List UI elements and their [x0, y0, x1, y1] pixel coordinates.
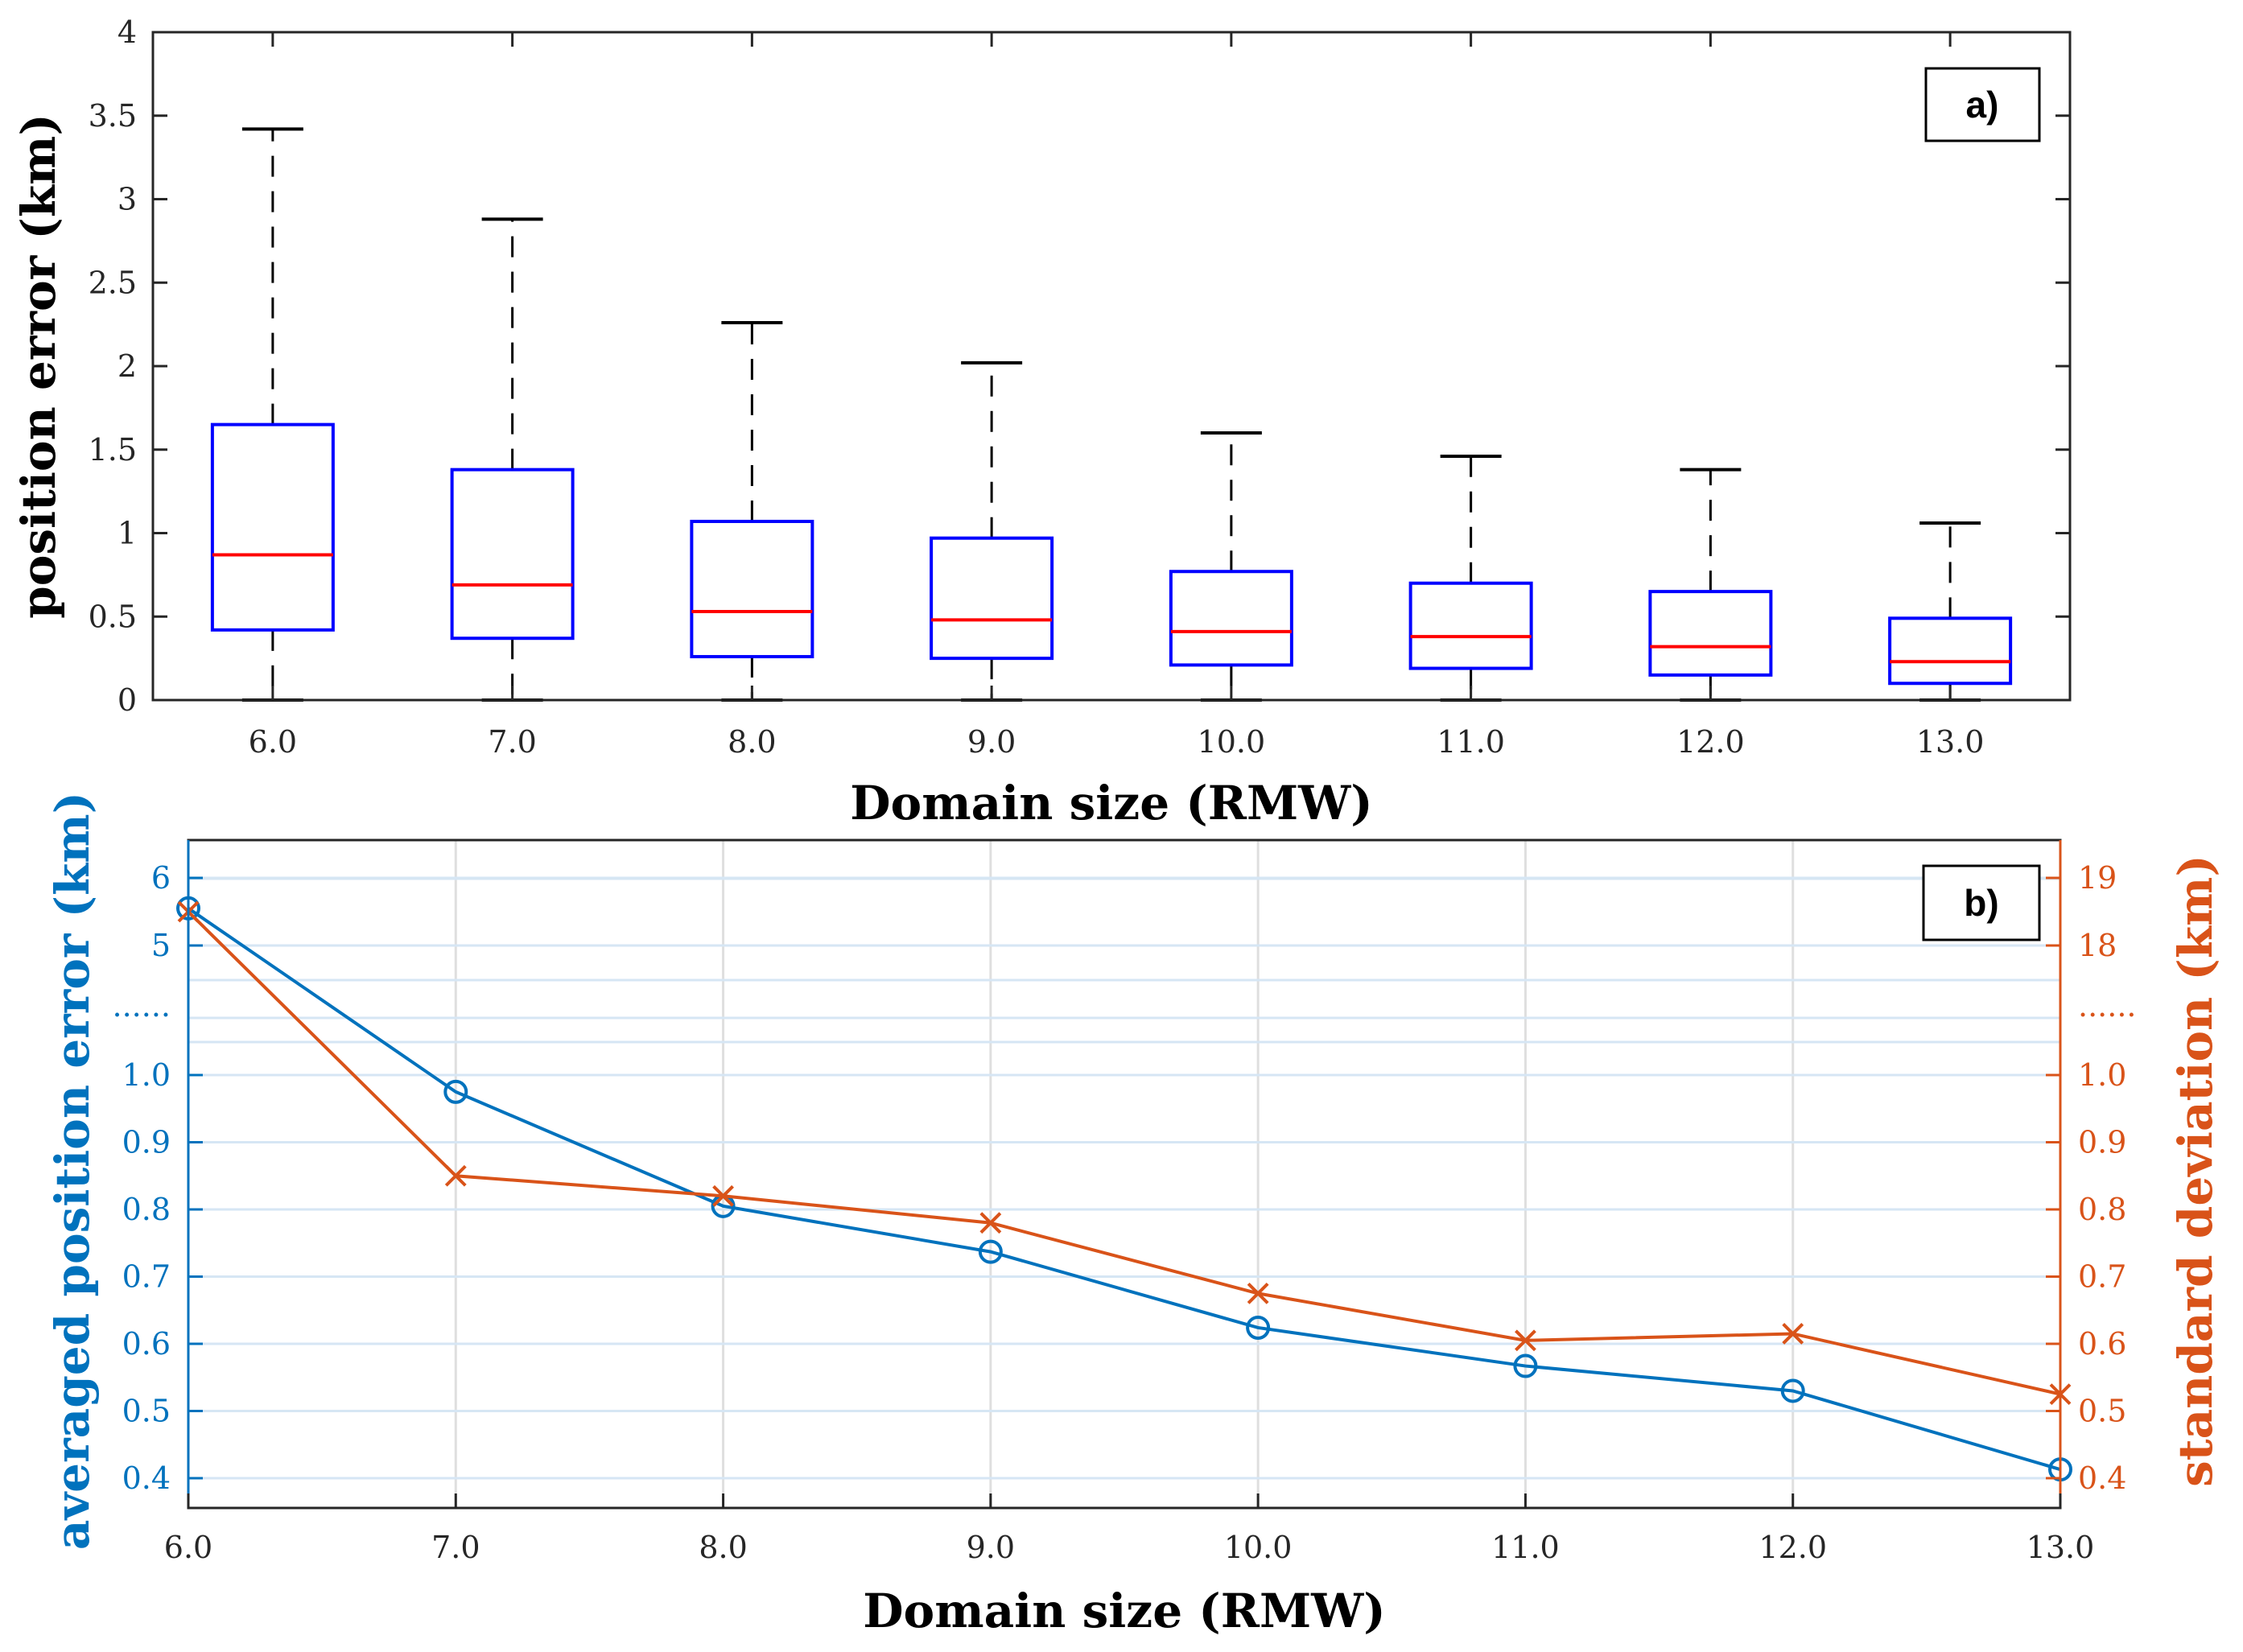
panel-b-left-y-axis-label: averaged position error (km)	[45, 792, 100, 1550]
x-tick-label: 13.0	[2027, 1530, 2095, 1565]
left-y-tick-label: 0.6	[122, 1326, 171, 1362]
box-group	[1888, 521, 2013, 702]
data-point-x	[1782, 1323, 1804, 1345]
y-tick-label: 4	[118, 14, 137, 50]
panel-b-x-axis-label: Domain size (RMW)	[863, 1584, 1385, 1638]
x-tick-label: 10.0	[1198, 724, 1266, 760]
x-tick-label: 10.0	[1224, 1530, 1293, 1565]
left-y-tick-label: 0.5	[122, 1394, 171, 1429]
box-group	[1648, 468, 1773, 702]
right-y-tick-label: 0.4	[2078, 1460, 2126, 1496]
panel-a-label-box	[1924, 67, 2041, 142]
y-tick-label: 2	[118, 348, 137, 384]
panel-b-label: b)	[1964, 882, 1998, 924]
series-line-standard-deviation	[187, 910, 2061, 1396]
panel-b-plot-area	[188, 840, 2060, 1508]
left-y-tick-label: 6	[151, 860, 171, 896]
box	[1888, 616, 2013, 686]
left-y-tick-label: 0.7	[122, 1259, 171, 1295]
panel-b-grid	[187, 840, 2062, 1508]
data-point-x	[444, 1164, 467, 1187]
left-y-tick-label: 0.9	[122, 1125, 171, 1160]
panel-b-x-ticks: 6.0 7.0 8.0 9.0 10.0 11.0 12.0 13.0	[164, 1493, 2095, 1565]
box	[930, 536, 1054, 661]
panel-a-boxes	[210, 127, 2013, 702]
left-y-tick-label: 0.8	[122, 1192, 171, 1227]
panel-a-x-ticks: 6.0 7.0 8.0 9.0 10.0 11.0 12.0 13.0	[249, 32, 1985, 760]
y-tick-label: 0	[118, 682, 137, 718]
panel-a-plot-area	[153, 32, 2070, 700]
x-tick-label: 7.0	[431, 1530, 480, 1565]
panel-a-y-axis-label: position error (km)	[11, 113, 66, 619]
x-tick-label: 12.0	[1759, 1530, 1827, 1565]
x-tick-label: 9.0	[967, 724, 1016, 760]
x-tick-label: 9.0	[967, 1530, 1015, 1565]
right-y-tick-label: ......	[2078, 988, 2136, 1024]
box-group	[690, 321, 814, 702]
y-tick-label: 0.5	[89, 599, 137, 634]
box	[1169, 570, 1293, 667]
box-group	[210, 127, 335, 702]
box	[210, 422, 335, 632]
panel-b-series	[176, 896, 2072, 1482]
left-y-tick-label: 0.4	[122, 1460, 171, 1496]
left-y-tick-label: ......	[113, 988, 171, 1024]
box	[1408, 581, 1533, 670]
right-y-tick-label: 0.5	[2078, 1394, 2126, 1429]
x-tick-label: 6.0	[164, 1530, 212, 1565]
data-point-circle	[443, 1079, 468, 1104]
left-y-tick-label: 5	[151, 928, 171, 963]
x-tick-label: 6.0	[249, 724, 297, 760]
data-point-circle	[1780, 1378, 1805, 1403]
right-y-tick-label: 0.7	[2078, 1259, 2126, 1295]
data-point-x	[712, 1184, 734, 1207]
y-tick-label: 1.5	[89, 432, 137, 468]
x-tick-label: 11.0	[1437, 724, 1505, 760]
box-group	[1169, 431, 1293, 702]
data-point-x	[1515, 1329, 1536, 1352]
panel-a-label: a)	[1966, 84, 1999, 126]
data-point-circle	[978, 1239, 1003, 1264]
panel-a-y-ticks: 0 0.5 1 1.5 2 2.5 3 3.5 4	[89, 14, 2070, 718]
panel-b-label-box	[1922, 864, 2041, 941]
y-tick-label: 3.5	[89, 98, 137, 134]
right-y-tick-label: 18	[2078, 928, 2117, 963]
box-group	[1408, 455, 1533, 702]
y-tick-label: 3	[118, 182, 137, 217]
panel-b-right-y-axis-label: standard deviation (km)	[2168, 855, 2223, 1487]
x-tick-label: 13.0	[1916, 724, 1985, 760]
x-tick-label: 7.0	[488, 724, 536, 760]
right-y-tick-label: 0.9	[2078, 1125, 2126, 1160]
box	[690, 519, 814, 659]
right-y-tick-label: 0.6	[2078, 1326, 2126, 1362]
left-y-tick-label: 1.0	[122, 1057, 171, 1093]
right-y-tick-label: 0.8	[2078, 1192, 2126, 1227]
box-group	[930, 360, 1054, 702]
data-point-circle	[1246, 1315, 1271, 1340]
x-tick-label: 8.0	[699, 1530, 747, 1565]
right-y-tick-label: 1.0	[2078, 1057, 2126, 1093]
y-tick-label: 2.5	[89, 265, 137, 300]
x-tick-label: 12.0	[1676, 724, 1745, 760]
data-point-x	[979, 1212, 1002, 1234]
series-line-averaged-position-error	[187, 907, 2061, 1472]
box	[450, 468, 575, 641]
panel-b-lineplot: 0.40.50.60.70.80.91.0......56 0.40.50.60…	[45, 792, 2223, 1638]
box	[1648, 590, 1773, 677]
data-point-circle	[1513, 1353, 1538, 1378]
panel-a-boxplot: 0 0.5 1 1.5 2 2.5 3 3.5 4 6.0 7.0 8.0 9.0 10.0 11.0 12…	[11, 14, 2072, 830]
x-tick-label: 8.0	[728, 724, 776, 760]
y-tick-label: 1	[118, 516, 137, 551]
x-tick-label: 11.0	[1491, 1530, 1560, 1565]
panel-b-left-y-ticks: 0.4 0.5 0.6 0.7 0.8 0.9 1.0...... 5 6	[113, 860, 203, 1496]
data-point-x	[1247, 1282, 1269, 1304]
right-y-tick-label: 19	[2078, 860, 2117, 896]
panel-a-x-axis-label: Domain size (RMW)	[850, 776, 1372, 830]
panel-b-right-y-ticks: 0.4 0.5 0.6 0.7 0.8 0.9 1.0...... 18 19	[2046, 860, 2136, 1496]
